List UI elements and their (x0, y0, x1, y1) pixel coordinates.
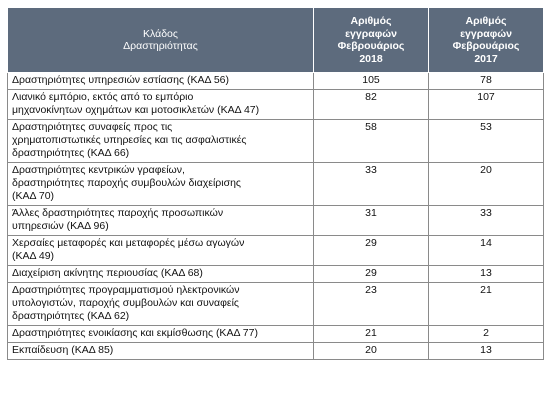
value-2018-cell: 58 (313, 119, 429, 163)
sector-text-line: δραστηριότητες παροχής συμβουλών διαχείρ… (12, 177, 241, 189)
header-sector-line-2: Δραστηριότητας (123, 40, 198, 52)
value-2018-cell: 29 (313, 235, 429, 266)
sector-text-line: υπηρεσιών (ΚΑΔ 96) (12, 220, 109, 232)
header-2017: Αριθμός εγγραφών Φεβρουάριος 2017 (428, 7, 544, 73)
table-row: Εκπαίδευση (ΚΑΔ 85) 20 13 (7, 342, 544, 360)
sector-text-line: Εκπαίδευση (ΚΑΔ 85) (12, 344, 114, 356)
table-row: Διαχείριση ακίνητης περιουσίας (ΚΑΔ 68) 2… (7, 265, 544, 283)
sector-text-line: δραστηριότητες (ΚΑΔ 62) (12, 310, 130, 322)
value-2018-cell: 29 (313, 265, 429, 283)
table-row: Χερσαίες μεταφορές και μεταφορές μέσω αγ… (7, 235, 544, 266)
value-2018-cell: 21 (313, 325, 429, 343)
registrations-table: Κλάδος Δραστηριότητας Αριθμός εγγραφών Φ… (7, 7, 544, 360)
table-row: Δραστηριότητες υπηρεσιών εστίασης (ΚΑΔ 5… (7, 72, 544, 90)
table-row: Δραστηριότητες κεντρικών γραφείων, δραστη… (7, 162, 544, 206)
sector-cell: Δραστηριότητες προγραμματισμού ηλεκτρονι… (7, 282, 314, 326)
value-2018-cell: 105 (313, 72, 429, 90)
header-2017-line-2: εγγραφών (460, 27, 512, 40)
header-2018-line-3: Φεβρουάριος (337, 40, 405, 52)
sector-text-line: Δραστηριότητες ενοικίασης και εκμίσθωσης… (12, 327, 258, 339)
value-2017-cell: 13 (428, 265, 544, 283)
header-2018-line-4: 2018 (359, 52, 383, 65)
value-2017-cell: 21 (428, 282, 544, 326)
sector-text-line: υπολογιστών, παροχής συμβουλών και συναφ… (12, 297, 239, 309)
value-2017-cell: 2 (428, 325, 544, 343)
header-sector: Κλάδος Δραστηριότητας (7, 7, 314, 73)
table-body: Δραστηριότητες υπηρεσιών εστίασης (ΚΑΔ 5… (7, 72, 544, 360)
sector-text-line: Χερσαίες μεταφορές και μεταφορές μέσω αγ… (12, 237, 245, 249)
header-sector-line-1: Κλάδος (143, 27, 178, 40)
value-2018-cell: 20 (313, 342, 429, 360)
sector-cell: Χερσαίες μεταφορές και μεταφορές μέσω αγ… (7, 235, 314, 266)
header-2017-line-3: Φεβρουάριος (452, 40, 520, 52)
table-row: Άλλες δραστηριότητες παροχής προσωπικών υ… (7, 205, 544, 236)
sector-cell: Δραστηριότητες κεντρικών γραφείων, δραστη… (7, 162, 314, 206)
sector-cell: Δραστηριότητες ενοικίασης και εκμίσθωσης… (7, 325, 314, 343)
sector-text-line: Διαχείριση ακίνητης περιουσίας (ΚΑΔ 68) (12, 267, 203, 279)
header-2017-line-4: 2017 (474, 52, 498, 65)
sector-text-line: Δραστηριότητες προγραμματισμού ηλεκτρονι… (12, 284, 240, 296)
value-2017-cell: 14 (428, 235, 544, 266)
registrations-table-container: Κλάδος Δραστηριότητας Αριθμός εγγραφών Φ… (7, 7, 544, 360)
sector-text-line: Δραστηριότητες υπηρεσιών εστίασης (ΚΑΔ 5… (12, 74, 230, 86)
table-row: Δραστηριότητες προγραμματισμού ηλεκτρονι… (7, 282, 544, 326)
sector-cell: Διαχείριση ακίνητης περιουσίας (ΚΑΔ 68) (7, 265, 314, 283)
value-2017-cell: 20 (428, 162, 544, 206)
table-row: Δραστηριότητες ενοικίασης και εκμίσθωσης… (7, 325, 544, 343)
sector-text-line: (ΚΑΔ 49) (12, 250, 55, 262)
header-2018-line-1: Αριθμός (350, 15, 392, 27)
sector-text-line: Άλλες δραστηριότητες παροχής προσωπικών (12, 207, 224, 219)
sector-cell: Δραστηριότητες υπηρεσιών εστίασης (ΚΑΔ 5… (7, 72, 314, 90)
value-2018-cell: 23 (313, 282, 429, 326)
value-2017-cell: 33 (428, 205, 544, 236)
value-2018-cell: 31 (313, 205, 429, 236)
header-2017-line-1: Αριθμός (465, 15, 507, 27)
sector-text-line: Δραστηριότητες συναφείς προς τις (12, 121, 173, 133)
value-2017-cell: 53 (428, 119, 544, 163)
sector-text-line: δραστηριότητες (ΚΑΔ 66) (12, 147, 130, 159)
table-header: Κλάδος Δραστηριότητας Αριθμός εγγραφών Φ… (7, 7, 544, 73)
value-2017-cell: 107 (428, 89, 544, 120)
header-2018-line-2: εγγραφών (345, 27, 397, 40)
table-row: Δραστηριότητες συναφείς προς τις χρηματοπ… (7, 119, 544, 163)
sector-cell: Εκπαίδευση (ΚΑΔ 85) (7, 342, 314, 360)
sector-text-line: χρηματοπιστωτικές υπηρεσίες και τις ασφα… (12, 134, 247, 146)
value-2018-cell: 82 (313, 89, 429, 120)
header-2018: Αριθμός εγγραφών Φεβρουάριος 2018 (313, 7, 429, 73)
table-row: Λιανικό εμπόριο, εκτός από το εμπόριο μηχ… (7, 89, 544, 120)
sector-cell: Λιανικό εμπόριο, εκτός από το εμπόριο μηχ… (7, 89, 314, 120)
header-row: Κλάδος Δραστηριότητας Αριθμός εγγραφών Φ… (7, 7, 544, 73)
sector-text-line: (ΚΑΔ 70) (12, 190, 55, 202)
sector-text-line: Δραστηριότητες κεντρικών γραφείων, (12, 164, 185, 176)
value-2017-cell: 13 (428, 342, 544, 360)
sector-cell: Δραστηριότητες συναφείς προς τις χρηματοπ… (7, 119, 314, 163)
value-2017-cell: 78 (428, 72, 544, 90)
sector-cell: Άλλες δραστηριότητες παροχής προσωπικών υ… (7, 205, 314, 236)
sector-text-line: μηχανοκίνητων οχημάτων και μοτοσικλετών … (12, 104, 260, 116)
value-2018-cell: 33 (313, 162, 429, 206)
sector-text-line: Λιανικό εμπόριο, εκτός από το εμπόριο (12, 91, 194, 103)
